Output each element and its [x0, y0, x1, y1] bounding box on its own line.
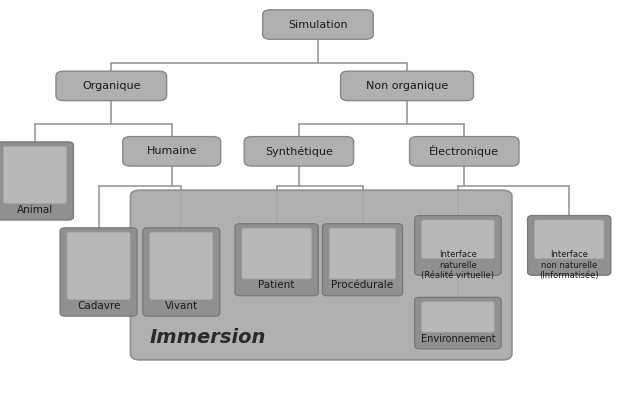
FancyBboxPatch shape: [242, 228, 312, 279]
Text: Vivant: Vivant: [165, 301, 198, 311]
FancyBboxPatch shape: [0, 142, 74, 220]
Text: Non organique: Non organique: [366, 81, 448, 91]
Text: Humaine: Humaine: [146, 146, 197, 156]
FancyBboxPatch shape: [415, 216, 501, 275]
FancyBboxPatch shape: [130, 190, 512, 360]
FancyBboxPatch shape: [322, 224, 403, 296]
FancyBboxPatch shape: [422, 302, 494, 332]
FancyBboxPatch shape: [341, 71, 473, 101]
FancyBboxPatch shape: [415, 297, 501, 349]
FancyBboxPatch shape: [263, 10, 373, 39]
FancyBboxPatch shape: [4, 146, 67, 203]
Text: Procédurale: Procédurale: [331, 281, 394, 290]
FancyBboxPatch shape: [150, 232, 213, 299]
FancyBboxPatch shape: [329, 228, 396, 279]
FancyBboxPatch shape: [60, 228, 137, 316]
Text: Interface
non naturelle
(Informatisée): Interface non naturelle (Informatisée): [539, 250, 599, 280]
Text: Immersion: Immersion: [149, 328, 266, 347]
Text: Synthétique: Synthétique: [265, 146, 333, 157]
FancyBboxPatch shape: [528, 216, 611, 275]
FancyBboxPatch shape: [244, 137, 354, 166]
FancyBboxPatch shape: [422, 220, 494, 258]
FancyBboxPatch shape: [235, 224, 319, 296]
FancyBboxPatch shape: [123, 137, 221, 166]
Text: Interface
naturelle
(Réalité virtuelle): Interface naturelle (Réalité virtuelle): [422, 250, 494, 280]
Text: Simulation: Simulation: [288, 20, 348, 29]
FancyBboxPatch shape: [67, 232, 130, 299]
Text: Animal: Animal: [17, 205, 53, 215]
Text: Patient: Patient: [258, 281, 295, 290]
Text: Cadavre: Cadavre: [77, 301, 120, 311]
Text: Environnement: Environnement: [420, 334, 495, 344]
Text: Électronique: Électronique: [429, 145, 499, 157]
FancyBboxPatch shape: [410, 137, 519, 166]
FancyBboxPatch shape: [534, 220, 604, 258]
Text: Organique: Organique: [82, 81, 141, 91]
FancyBboxPatch shape: [142, 228, 220, 316]
FancyBboxPatch shape: [56, 71, 167, 101]
